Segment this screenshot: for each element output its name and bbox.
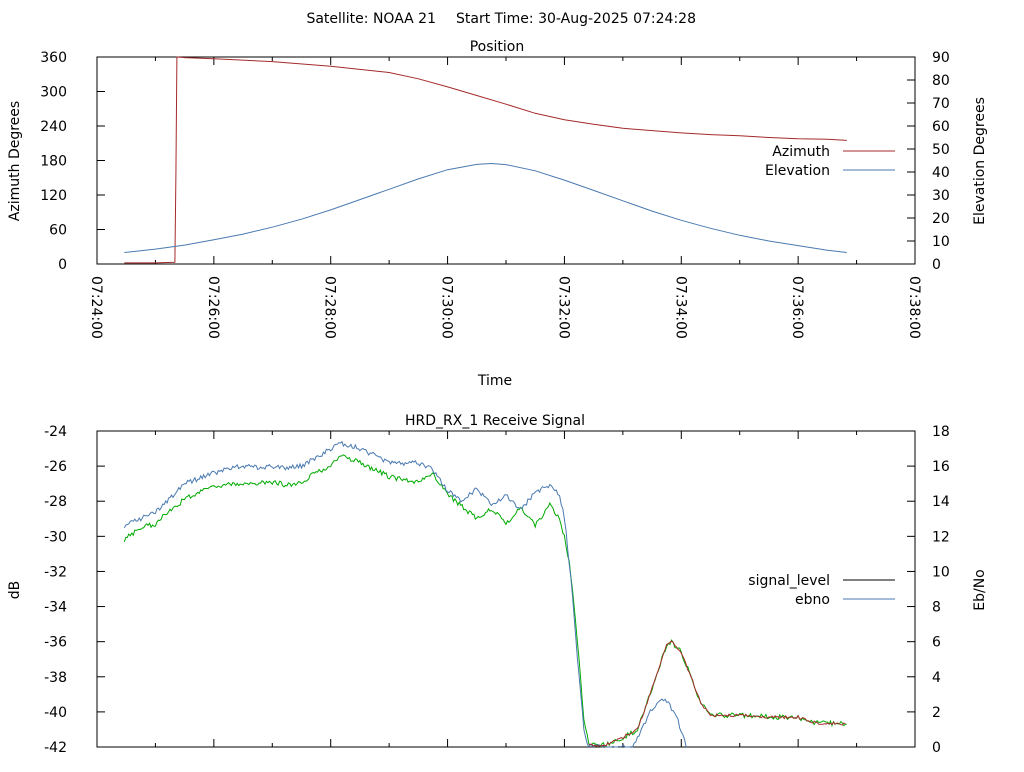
x-tick-label: 07:30:00 <box>439 276 455 339</box>
legend-label-ebno: ebno <box>795 592 830 608</box>
legend-label-Elevation: Elevation <box>765 163 830 179</box>
legend-label-Azimuth: Azimuth <box>772 144 830 160</box>
plot-frame-0 <box>96 56 916 265</box>
x-tick-label: 07:34:00 <box>672 276 688 339</box>
position-chart: Position Time Azimuth Degrees Elevation … <box>7 39 988 389</box>
signal-y-axis-label: dB <box>7 581 23 600</box>
left-y-tick-label: -32 <box>44 564 67 580</box>
right-y-tick-label: 70 <box>932 96 950 112</box>
right-y-tick-label: 4 <box>932 670 941 686</box>
left-y-tick-label: 0 <box>58 257 67 273</box>
position-y-axis-label: Azimuth Degrees <box>7 101 23 221</box>
right-y-tick-label: 10 <box>932 564 950 580</box>
left-y-tick-label: 300 <box>40 85 67 101</box>
left-y-tick-label: 360 <box>40 50 67 66</box>
left-y-tick-label: -30 <box>44 529 67 545</box>
left-y-tick-label: -26 <box>44 459 67 475</box>
right-y-tick-label: 20 <box>932 211 950 227</box>
position-x-axis-label: Time <box>477 373 512 389</box>
position-chart-title: Position <box>470 39 525 55</box>
right-y-tick-label: 90 <box>932 50 950 66</box>
right-y-tick-label: 12 <box>932 529 950 545</box>
left-y-tick-label: 240 <box>40 119 67 135</box>
right-y-tick-label: 30 <box>932 188 950 204</box>
series-line-signal-tail <box>588 640 846 747</box>
left-y-tick-label: -24 <box>44 424 67 440</box>
signal-y2-axis-label: Eb/No <box>972 569 988 611</box>
position-y2-axis-label: Elevation Degrees <box>972 97 988 225</box>
left-y-tick-label: -28 <box>44 494 67 510</box>
x-tick-label: 07:24:00 <box>88 276 104 339</box>
right-y-tick-label: 60 <box>932 119 950 135</box>
series-line-Elevation <box>124 162 847 253</box>
left-y-tick-label: 120 <box>40 188 67 204</box>
right-y-tick-label: 14 <box>932 494 950 510</box>
left-y-tick-label: 60 <box>49 223 67 239</box>
left-y-tick-label: -40 <box>44 705 67 721</box>
right-y-tick-label: 2 <box>932 705 941 721</box>
x-tick-label: 07:36:00 <box>789 276 805 339</box>
x-tick-label: 07:28:00 <box>322 276 338 339</box>
satellite-label: Satellite: NOAA 21 <box>306 11 436 27</box>
left-y-tick-label: -36 <box>44 635 67 651</box>
right-y-tick-label: 40 <box>932 165 950 181</box>
right-y-tick-label: 0 <box>932 257 941 273</box>
right-y-tick-label: 50 <box>932 142 950 158</box>
legend-label-signal_level: signal_level <box>748 573 830 589</box>
signal-chart-title: HRD_RX_1 Receive Signal <box>405 413 585 429</box>
left-y-tick-label: -38 <box>44 670 67 686</box>
series-line-Azimuth <box>124 56 847 264</box>
receive-signal-chart: HRD_RX_1 Receive Signal dB Eb/No -42 -40 -… <box>7 413 988 756</box>
x-tick-label: 07:26:00 <box>205 276 221 339</box>
right-y-tick-label: 18 <box>932 424 950 440</box>
left-y-tick-label: 180 <box>40 154 67 170</box>
left-y-tick-label: -34 <box>44 600 67 616</box>
series-line-signal_level <box>123 454 847 748</box>
start-time-label: Start Time: 30-Aug-2025 07:24:28 <box>456 11 696 27</box>
left-y-tick-label: -42 <box>44 740 67 756</box>
right-y-tick-label: 8 <box>932 600 941 616</box>
x-tick-label: 07:38:00 <box>906 276 922 339</box>
plot-frame-1 <box>96 430 916 748</box>
right-y-tick-label: 80 <box>932 73 950 89</box>
right-y-tick-label: 6 <box>932 635 941 651</box>
right-y-tick-label: 16 <box>932 459 950 475</box>
series-line-ebno <box>123 440 687 749</box>
x-tick-label: 07:32:00 <box>555 276 571 339</box>
right-y-tick-label: 10 <box>932 234 950 250</box>
right-y-tick-label: 0 <box>932 740 941 756</box>
